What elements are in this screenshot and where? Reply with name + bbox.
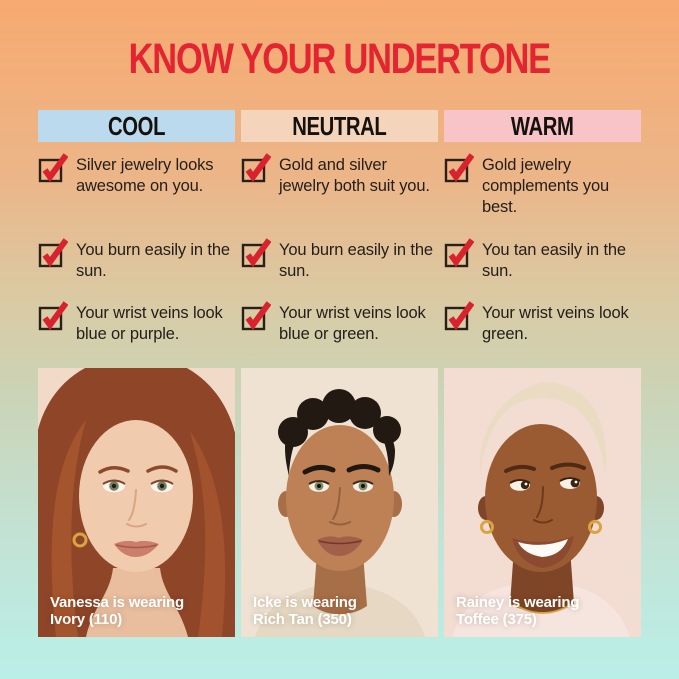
teeth: [518, 539, 568, 557]
left-eye: [509, 479, 531, 491]
nose: [126, 489, 147, 528]
checkmark-icon: [38, 301, 68, 331]
caption-line-2: Ivory (110): [50, 611, 123, 629]
hair-highlight-left: [51, 420, 86, 637]
right-eye: [352, 480, 374, 492]
hair-curls: [278, 389, 401, 476]
column-neutral: NEUTRAL Gold and silver jewelry both sui…: [241, 110, 438, 349]
column-header-label: COOL: [107, 110, 166, 141]
left-eyebrow: [302, 464, 336, 475]
caption-line-1: Rainey is wearing: [456, 593, 580, 611]
caption-line-2: Rich Tan (350): [253, 611, 352, 629]
checklist-item-text: Your wrist veins look blue or purple.: [76, 304, 223, 343]
checklist-item: You burn easily in the sun.: [38, 238, 235, 303]
mouth-line: [318, 540, 362, 545]
checklist-item: Silver jewelry looks awesome on you.: [38, 142, 235, 240]
left-eyebrow: [504, 464, 536, 473]
caption-line-1: Icke is wearing: [253, 593, 357, 611]
checklist-item: Your wrist veins look green.: [444, 301, 641, 349]
column-warm: WARM Gold jewelry complements you best. …: [444, 110, 641, 349]
column-header-neutral: NEUTRAL: [241, 110, 438, 142]
page-title-text: KNOW YOUR UNDERTONE: [128, 35, 551, 83]
necklace: [513, 603, 573, 614]
model-photos: Vanessa is wearing Ivory (110): [38, 368, 641, 637]
checklist-item-text: Your wrist veins look green.: [482, 304, 629, 343]
checklist-item-text: Gold jewelry complements you best.: [482, 156, 610, 216]
checkmark-icon: [444, 301, 474, 331]
left-eyebrow: [98, 466, 130, 474]
left-eye: [102, 479, 126, 493]
checklist-item-text: Gold and silver jewelry both suit you.: [279, 156, 430, 195]
model-photo-rainey: Rainey is wearing Toffee (375): [444, 368, 641, 637]
right-earring: [588, 520, 602, 534]
model-photo-vanessa: Vanessa is wearing Ivory (110): [38, 368, 235, 637]
portrait-illustration: [38, 368, 235, 637]
checkmark-icon: [241, 301, 271, 331]
checklist-item-text: Silver jewelry looks awesome on you.: [76, 156, 214, 195]
column-cool: COOL Silver jewelry looks awesome on you…: [38, 110, 235, 349]
checkmark-icon: [241, 153, 271, 183]
checklist-item: Gold jewelry complements you best.: [444, 142, 641, 240]
checkmark-icon: [444, 153, 474, 183]
face: [485, 424, 597, 572]
checkmark-icon: [444, 238, 474, 268]
photo-caption: Rainey is wearing Toffee (375): [456, 593, 580, 629]
column-header-warm: WARM: [444, 110, 641, 142]
checklist-item-text: You burn easily in the sun.: [279, 241, 433, 280]
column-header-label: WARM: [511, 110, 574, 141]
mouth-line: [115, 544, 158, 549]
hair-cap: [479, 382, 606, 476]
nose: [533, 486, 553, 524]
checklist-item: Gold and silver jewelry both suit you.: [241, 142, 438, 240]
right-eyebrow: [346, 464, 381, 473]
model-photo-icke: Icke is wearing Rich Tan (350): [241, 368, 438, 637]
checklist-item-text: Your wrist veins look blue or green.: [279, 304, 426, 343]
right-eyebrow: [550, 462, 586, 470]
checklist-item: Your wrist veins look blue or green.: [241, 301, 438, 349]
left-eye: [308, 480, 330, 492]
checklist-item: You burn easily in the sun.: [241, 238, 438, 303]
caption-line-2: Toffee (375): [456, 611, 537, 629]
checkmark-icon: [38, 238, 68, 268]
checklist-item: Your wrist veins look blue or purple.: [38, 301, 235, 349]
portrait-illustration: [444, 368, 641, 637]
portrait-illustration: [241, 368, 438, 637]
hair-front: [78, 384, 195, 480]
right-eye: [150, 479, 174, 493]
photo-caption: Vanessa is wearing Ivory (110): [50, 594, 184, 629]
lips: [114, 540, 159, 557]
checklist-item-text: You tan easily in the sun.: [482, 241, 626, 280]
column-header-label: NEUTRAL: [292, 110, 387, 141]
right-eye: [559, 477, 581, 489]
checklist-item: You tan easily in the sun.: [444, 238, 641, 303]
undertone-columns: COOL Silver jewelry looks awesome on you…: [38, 110, 641, 349]
neck: [86, 568, 188, 637]
lips: [317, 536, 363, 556]
hair-highlight-right: [188, 428, 226, 637]
checkmark-icon: [38, 153, 68, 183]
caption-line-1: Vanessa is wearing: [50, 593, 184, 611]
photo-caption: Icke is wearing Rich Tan (350): [253, 594, 357, 629]
page-title: KNOW YOUR UNDERTONE: [0, 36, 679, 82]
nose: [329, 487, 351, 526]
checklist-item-text: You burn easily in the sun.: [76, 241, 230, 280]
left-earring: [480, 520, 494, 534]
earring: [72, 532, 88, 548]
column-header-cool: COOL: [38, 110, 235, 142]
checkmark-icon: [241, 238, 271, 268]
right-eyebrow: [146, 465, 178, 473]
